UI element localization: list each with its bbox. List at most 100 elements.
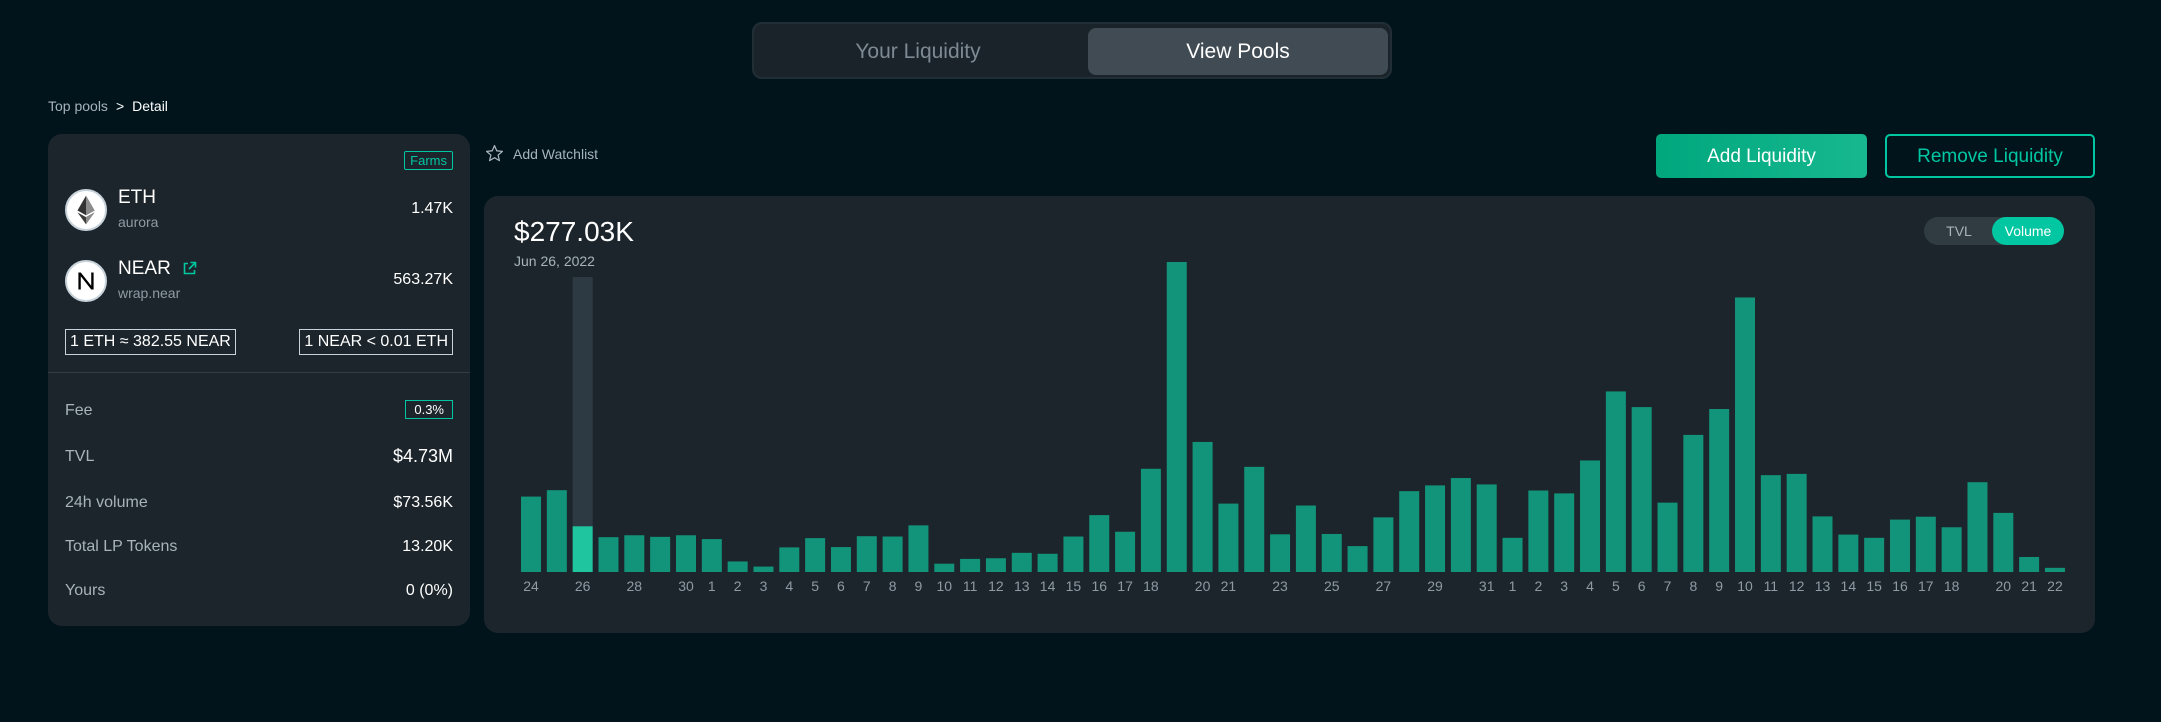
x-tick-label: 10 (1737, 578, 1753, 594)
add-liquidity-button[interactable]: Add Liquidity (1656, 134, 1867, 178)
volume-bar[interactable] (753, 566, 774, 572)
stat-label: Fee (65, 402, 93, 419)
volume-bar[interactable] (960, 558, 981, 572)
volume-bar[interactable] (934, 563, 955, 572)
volume-bar[interactable] (1554, 493, 1575, 572)
stat-value: $73.56K (393, 494, 453, 511)
token-symbol: NEAR (118, 258, 197, 280)
x-tick-label: 14 (1841, 578, 1857, 594)
volume-bar[interactable] (1864, 537, 1885, 572)
volume-bar[interactable] (1967, 482, 1988, 572)
volume-bar-chart[interactable]: 24 26 28 30 1 2 3 4 5 6 7 8 9 10 11 12 13 14 15 16 17 18 20 21 2… (484, 196, 2095, 633)
farms-badge[interactable]: Farms (404, 151, 453, 170)
volume-bar[interactable] (1709, 409, 1730, 572)
stat-value: 13.20K (402, 538, 453, 555)
x-tick-label: 15 (1866, 578, 1882, 594)
volume-bar[interactable] (1089, 515, 1110, 572)
breadcrumb-top-pools[interactable]: Top pools (48, 98, 108, 114)
volume-bar[interactable] (1760, 475, 1781, 572)
toggle-volume[interactable]: Volume (1992, 217, 2064, 245)
x-tick-label: 7 (1664, 578, 1672, 594)
x-tick-label: 15 (1066, 578, 1082, 594)
chart-hover-date: Jun 26, 2022 (514, 253, 595, 269)
volume-bar[interactable] (1502, 537, 1523, 572)
volume-bar[interactable] (1011, 552, 1032, 572)
volume-bar[interactable] (1605, 391, 1626, 572)
volume-bar[interactable] (1476, 484, 1497, 572)
remove-liquidity-button[interactable]: Remove Liquidity (1885, 134, 2095, 178)
stat-fee: Fee 0.3% (65, 400, 453, 426)
volume-bar[interactable] (1889, 519, 1910, 572)
x-tick-label: 21 (2021, 578, 2037, 594)
external-link-icon[interactable] (182, 261, 197, 276)
x-tick-label: 26 (575, 578, 591, 594)
volume-bar[interactable] (1450, 478, 1471, 572)
x-tick-label: 27 (1376, 578, 1392, 594)
volume-bar[interactable] (1941, 527, 1962, 572)
volume-bar[interactable] (1140, 468, 1161, 572)
volume-bar[interactable] (1218, 503, 1239, 572)
volume-bar[interactable] (1115, 531, 1136, 572)
volume-bar[interactable] (1321, 533, 1342, 572)
volume-bar[interactable] (1631, 407, 1652, 572)
volume-bar[interactable] (572, 526, 593, 572)
volume-bar[interactable] (1838, 534, 1859, 572)
x-tick-label: 20 (1996, 578, 2012, 594)
x-tick-label: 11 (1764, 578, 1779, 594)
volume-bar[interactable] (985, 558, 1006, 572)
volume-bar[interactable] (1425, 485, 1446, 572)
volume-bar[interactable] (675, 535, 696, 572)
tab-your-liquidity[interactable]: Your Liquidity (855, 40, 981, 63)
toggle-tvl[interactable]: TVL (1946, 223, 1972, 239)
chart-hover-value: $277.03K (514, 216, 634, 247)
volume-bar[interactable] (2019, 556, 2040, 572)
pool-info-panel: Farms ETH aurora 1.47K NEAR (48, 134, 470, 626)
volume-bar[interactable] (1786, 473, 1807, 572)
volume-bar[interactable] (1657, 502, 1678, 572)
volume-bar[interactable] (1683, 434, 1704, 572)
volume-bar[interactable] (1192, 441, 1213, 572)
volume-bar[interactable] (1812, 516, 1833, 572)
volume-bar[interactable] (1166, 262, 1187, 572)
volume-bar[interactable] (1580, 460, 1601, 572)
x-tick-label: 3 (1560, 578, 1568, 594)
volume-bar[interactable] (598, 537, 619, 572)
volume-bar[interactable] (908, 525, 929, 572)
volume-bar[interactable] (1244, 466, 1265, 572)
volume-bar[interactable] (805, 538, 826, 572)
volume-bar[interactable] (521, 496, 541, 572)
token-account: aurora (118, 214, 159, 230)
x-tick-label: 20 (1195, 578, 1211, 594)
volume-bar[interactable] (727, 561, 748, 572)
add-watchlist-button[interactable]: Add Watchlist (485, 144, 598, 163)
volume-bar[interactable] (882, 536, 903, 572)
volume-bar[interactable] (779, 547, 800, 572)
volume-bar[interactable] (650, 536, 671, 572)
volume-bar[interactable] (1373, 517, 1394, 572)
tab-view-pools[interactable]: View Pools (1088, 28, 1388, 75)
volume-bar[interactable] (1295, 505, 1316, 572)
volume-bar[interactable] (1528, 490, 1549, 572)
volume-bar[interactable] (1399, 491, 1420, 572)
volume-bar[interactable] (1063, 536, 1084, 572)
volume-bar[interactable] (1037, 553, 1058, 572)
stat-label: 24h volume (65, 494, 148, 511)
volume-bar[interactable] (1915, 516, 1936, 572)
volume-bar[interactable] (701, 539, 722, 572)
volume-bar[interactable] (1347, 546, 1368, 572)
x-tick-label: 22 (2047, 578, 2063, 594)
x-tick-label: 13 (1815, 578, 1831, 594)
volume-bar[interactable] (1270, 534, 1291, 572)
volume-bar[interactable] (546, 490, 567, 572)
volume-bar[interactable] (1993, 512, 2014, 572)
volume-bar[interactable] (1735, 297, 1756, 572)
volume-bar[interactable] (624, 535, 645, 572)
volume-bar[interactable] (856, 536, 877, 572)
x-tick-label: 16 (1091, 578, 1107, 594)
volume-bar[interactable] (2044, 567, 2065, 572)
volume-bar[interactable] (830, 547, 851, 572)
add-watchlist-label: Add Watchlist (513, 145, 599, 162)
hover-column (572, 277, 593, 572)
x-tick-label: 9 (1715, 578, 1723, 594)
x-tick-label: 23 (1272, 578, 1288, 594)
